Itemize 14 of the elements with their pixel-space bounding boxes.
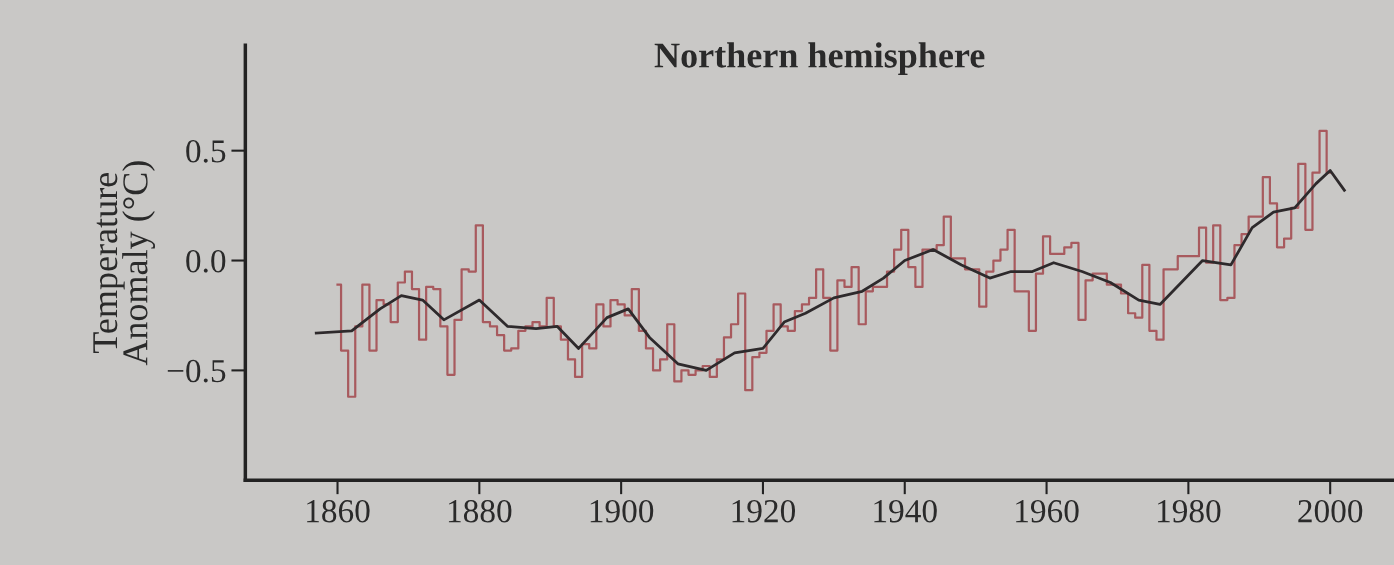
y-tick-label: 0.5 — [186, 140, 226, 163]
x-tick-label: 1900 — [590, 499, 654, 523]
x-tick-label: 1920 — [732, 499, 796, 523]
y-axis-title: Temperature Anomaly (°C) — [93, 161, 156, 366]
y-tick-label: −0.5 — [167, 359, 226, 383]
x-tick-label: 2000 — [1298, 499, 1363, 523]
x-tick-label: 1940 — [874, 499, 937, 523]
x-tick-label: 1880 — [448, 499, 512, 523]
x-tick-label: 1980 — [1157, 499, 1221, 523]
line-series — [314, 169, 1346, 372]
chart-title: Northern hemisphere — [654, 42, 985, 76]
x-tick-label: 1960 — [1016, 499, 1079, 523]
y-tick-label: 0.0 — [186, 249, 226, 273]
x-tick-label: 1860 — [307, 499, 370, 523]
